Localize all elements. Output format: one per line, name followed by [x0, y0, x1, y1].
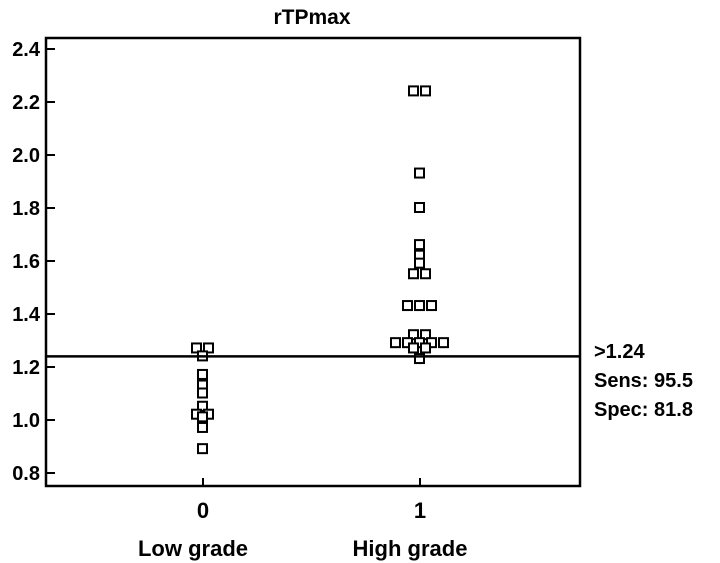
y-tick-label: 1.6 [12, 251, 40, 273]
data-point [408, 85, 419, 97]
y-tick-label: 2.2 [12, 92, 40, 114]
data-point [197, 400, 208, 412]
data-point [191, 342, 202, 354]
x-category-code: 1 [414, 498, 426, 523]
data-point [420, 85, 431, 97]
data-point [420, 342, 431, 354]
sensitivity-label: Sens: 95.5 [594, 370, 693, 392]
data-point [197, 443, 208, 455]
data-point [408, 329, 419, 341]
x-category-label: High grade [353, 536, 468, 561]
data-point [414, 353, 425, 365]
specificity-label: Spec: 81.8 [594, 399, 693, 421]
data-point [390, 337, 401, 349]
x-axis: 0 Low grade 1 High grade [138, 478, 467, 561]
data-point [197, 387, 208, 399]
data-point [414, 239, 425, 251]
data-point [414, 202, 425, 213]
data-points [191, 85, 449, 455]
data-point [197, 421, 208, 433]
y-tick-label: 1.8 [12, 198, 40, 220]
data-point [414, 167, 425, 179]
data-point [420, 329, 431, 341]
chart-title: rTPmax [273, 6, 350, 29]
data-point [414, 257, 425, 269]
y-tick-label: 1.0 [12, 410, 40, 432]
data-point [408, 268, 419, 280]
data-point [408, 342, 419, 354]
y-tick-label: 2.4 [12, 39, 41, 61]
x-category-label: Low grade [138, 536, 248, 561]
data-point [203, 342, 214, 354]
data-point [197, 368, 208, 380]
data-point [197, 411, 208, 423]
y-axis: 0.8 1.0 1.2 1.4 1.6 1.8 2.0 2.2 2.4 [12, 39, 55, 485]
y-tick-label: 1.2 [12, 357, 40, 379]
data-point [438, 337, 449, 349]
data-point [426, 300, 437, 312]
y-tick-label: 0.8 [12, 463, 40, 485]
cutoff-label: >1.24 [594, 341, 645, 363]
data-point [420, 268, 431, 280]
data-point [402, 300, 413, 312]
data-point [414, 300, 425, 312]
x-category-code: 0 [197, 498, 209, 523]
y-tick-label: 2.0 [12, 145, 40, 167]
plot-frame [44, 36, 582, 488]
y-tick-label: 1.4 [12, 304, 41, 326]
